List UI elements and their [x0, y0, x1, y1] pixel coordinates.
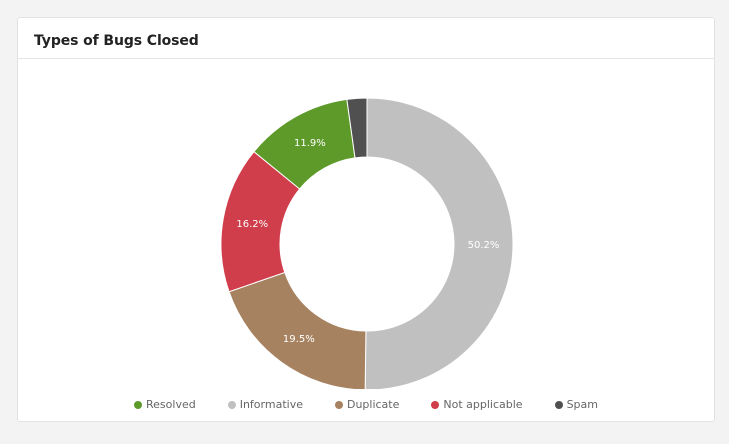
- legend-marker: [134, 400, 143, 409]
- donut-chart: 50.2% 19.5% 16.2% 11.9% Resolved Informative…: [18, 59, 714, 421]
- slice-duplicate[interactable]: [228, 271, 367, 389]
- legend-label: Duplicate: [346, 398, 400, 411]
- slice-label-not-applicable: 16.2%: [236, 219, 268, 230]
- slice-label-resolved: 11.9%: [294, 138, 326, 149]
- legend-label: Resolved: [146, 398, 196, 411]
- legend-item-resolved[interactable]: Resolved: [134, 398, 196, 411]
- chart-card: Types of Bugs Closed 50.2% 19.5% 16.2% 11.9…: [17, 17, 715, 422]
- slice-label-duplicate: 19.5%: [283, 334, 315, 345]
- legend-marker: [227, 400, 236, 409]
- legend-item-spam[interactable]: Spam: [554, 398, 598, 411]
- legend-item-informative[interactable]: Informative: [227, 398, 303, 411]
- card-title: Types of Bugs Closed: [34, 33, 199, 49]
- donut-chart-svg: 50.2% 19.5% 16.2% 11.9%: [220, 97, 514, 389]
- legend-label: Not applicable: [443, 398, 523, 411]
- legend-marker: [554, 400, 563, 409]
- card-header: Types of Bugs Closed: [18, 18, 714, 59]
- slice-label-informative: 50.2%: [468, 240, 500, 251]
- legend-item-not-applicable[interactable]: Not applicable: [431, 398, 523, 411]
- chart-legend: Resolved Informative Duplicate Not applicab…: [18, 398, 714, 411]
- legend-label: Spam: [566, 398, 598, 411]
- legend-item-duplicate[interactable]: Duplicate: [334, 398, 400, 411]
- legend-marker: [334, 400, 343, 409]
- legend-marker: [431, 400, 440, 409]
- slice-spam[interactable]: [346, 97, 368, 159]
- legend-label: Informative: [239, 398, 303, 411]
- slice-informative[interactable]: [364, 97, 514, 389]
